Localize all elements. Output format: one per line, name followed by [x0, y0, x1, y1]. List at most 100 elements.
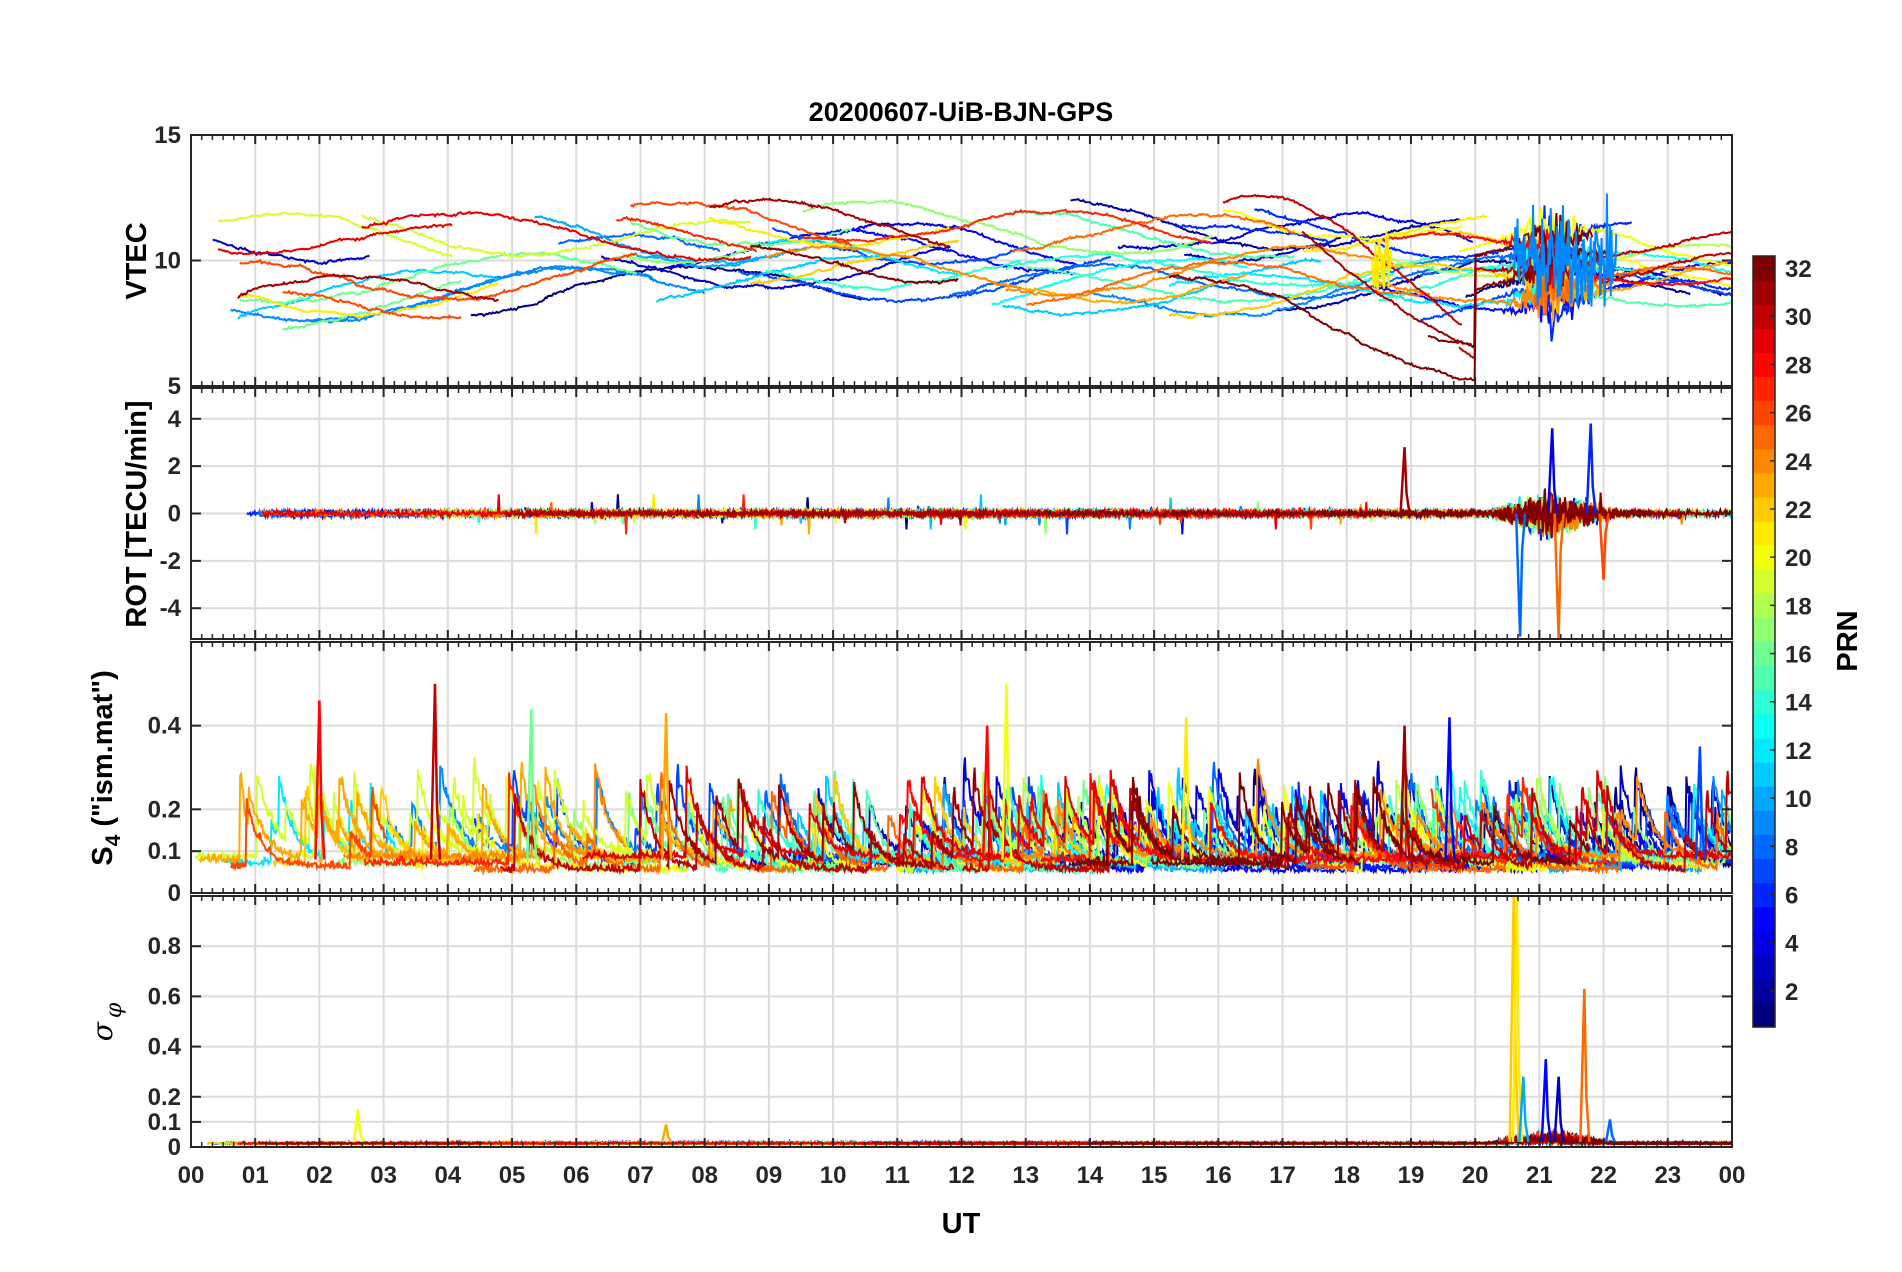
rot-traces [246, 423, 1732, 639]
s4-trace-prn28 [1040, 773, 1416, 866]
s4-trace-prn24 [342, 763, 627, 862]
vtec-trace-prn19 [361, 214, 752, 259]
colorbar-tick-label: 2 [1785, 979, 1798, 1006]
sigma_phi-trace-prn32 [1086, 1139, 1466, 1146]
sigma-phi-ylabel-main: σ [86, 1021, 119, 1041]
rot-spike [1514, 513, 1527, 637]
colorbar-band [1753, 448, 1775, 474]
colorbar-band [1753, 545, 1775, 570]
x-tick-label: 15 [1141, 1162, 1168, 1189]
colorbar-band [1753, 496, 1775, 522]
sigma_phi-spike [1604, 1119, 1617, 1143]
colorbar-band [1753, 593, 1775, 618]
sigma_phi-spike [1518, 1076, 1530, 1143]
x-tick-label: 12 [948, 1162, 975, 1189]
vtec-trace-prn29 [361, 210, 752, 263]
colorbar-tick-label: 8 [1785, 834, 1798, 861]
colorbar-band [1753, 617, 1775, 643]
rot-ylabel: ROT [TECU/min] [121, 400, 153, 627]
vtec-trace-prn14 [765, 259, 1021, 292]
x-tick-label: 00 [178, 1162, 205, 1189]
rot-spike [1553, 513, 1565, 639]
sigma_phi-spike [660, 1124, 673, 1143]
vtec-trace-prn21 [709, 216, 950, 248]
vtec-trace-prn24 [764, 244, 1022, 290]
sigma_phi-ytick-label: 0.1 [148, 1109, 181, 1136]
colorbar-tick-label: 12 [1785, 738, 1812, 765]
vtec-trace-prn20 [1459, 207, 1732, 267]
colorbar-band [1753, 906, 1775, 932]
colorbar-band [1753, 930, 1775, 956]
x-tick-label: 11 [885, 1162, 910, 1189]
s4-trace-prn26 [230, 786, 387, 872]
colorbar-band [1753, 256, 1775, 281]
colorbar-box [1752, 255, 1776, 1028]
colorbar-tick-label: 18 [1785, 593, 1812, 620]
s4-ytick-label: 0.4 [148, 713, 182, 740]
chart-title: 20200607-UiB-BJN-GPS [809, 97, 1114, 127]
colorbar-band [1753, 280, 1775, 305]
s4-trace-prn29 [581, 765, 881, 862]
s4-spike [981, 725, 994, 860]
s4-trace-prn11 [1156, 780, 1331, 872]
s4-trace-prn28 [896, 779, 1047, 864]
rot-trace-prn31 [810, 506, 1047, 526]
vtec-trace-prn17 [801, 199, 1213, 256]
vtec-trace-prn14 [1005, 251, 1394, 289]
vtec-traces [212, 193, 1732, 382]
s4-trace-prn25 [473, 772, 797, 877]
s4-ylabel-sub: 4 [102, 834, 125, 846]
x-tick-label: 03 [370, 1162, 397, 1189]
colorbar-band [1753, 810, 1775, 835]
sigma_phi-spike [1553, 1076, 1565, 1143]
sigma-phi-traces [206, 896, 1732, 1147]
s4-trace-prn30 [500, 779, 955, 876]
rot-ytick-label: 0 [168, 501, 181, 528]
colorbar-tick-label: 6 [1785, 882, 1798, 909]
s4-spike [1180, 717, 1193, 860]
x-tick-label: 01 [242, 1162, 269, 1189]
vtec-disturbance [1512, 193, 1618, 307]
x-axis-label: UT [942, 1208, 981, 1240]
vtec-trace-prn15 [1025, 256, 1431, 305]
sigma_phi-spike [1579, 988, 1591, 1143]
vtec-trace-prn6 [1175, 223, 1332, 245]
colorbar-gradient [1753, 256, 1775, 1028]
colorbar-tick-label: 24 [1785, 449, 1812, 476]
colorbar-band [1753, 1002, 1775, 1028]
vtec-trace-prn21 [1302, 213, 1488, 253]
vtec-trace-prn32 [749, 243, 959, 285]
x-tick-label: 05 [499, 1162, 526, 1189]
colorbar-band [1753, 328, 1775, 353]
rot-ytick-labels: -4 -2 0 2 4 [160, 406, 182, 622]
colorbar-band [1753, 834, 1775, 859]
s4-ylabel-rest: ("ism.mat") [87, 670, 119, 834]
s4-trace-prn31 [665, 767, 1000, 871]
rot-ytick-label: -2 [160, 548, 181, 575]
colorbar-band [1753, 424, 1775, 450]
s4-trace-prn30 [961, 786, 1143, 876]
vtec-ytick-label: 15 [154, 122, 181, 149]
x-tick-label: 19 [1398, 1162, 1425, 1189]
sigma_phi-ytick-label: 0 [168, 1134, 181, 1161]
s4-spike [660, 713, 673, 860]
colorbar-tick-label: 4 [1785, 931, 1799, 958]
colorbar-band [1753, 472, 1775, 498]
vtec-trace-prn19 [217, 211, 453, 258]
colorbar-band [1753, 713, 1775, 739]
colorbar-band [1753, 641, 1775, 667]
s4-spike [526, 708, 538, 860]
vtec-trace-prn29 [217, 223, 453, 256]
colorbar-band [1753, 689, 1775, 715]
s4-spike [1694, 746, 1707, 860]
vtec-disturbance [1371, 230, 1392, 291]
colorbar-tick-label: 22 [1785, 497, 1812, 524]
x-tick-label: 00 [1719, 1162, 1746, 1189]
x-tick-label: 18 [1333, 1162, 1360, 1189]
x-tick-label: 10 [820, 1162, 847, 1189]
x-tick-label: 16 [1205, 1162, 1232, 1189]
colorbar-band [1753, 569, 1775, 594]
sigma_phi-ytick-label: 0.2 [148, 1084, 181, 1111]
